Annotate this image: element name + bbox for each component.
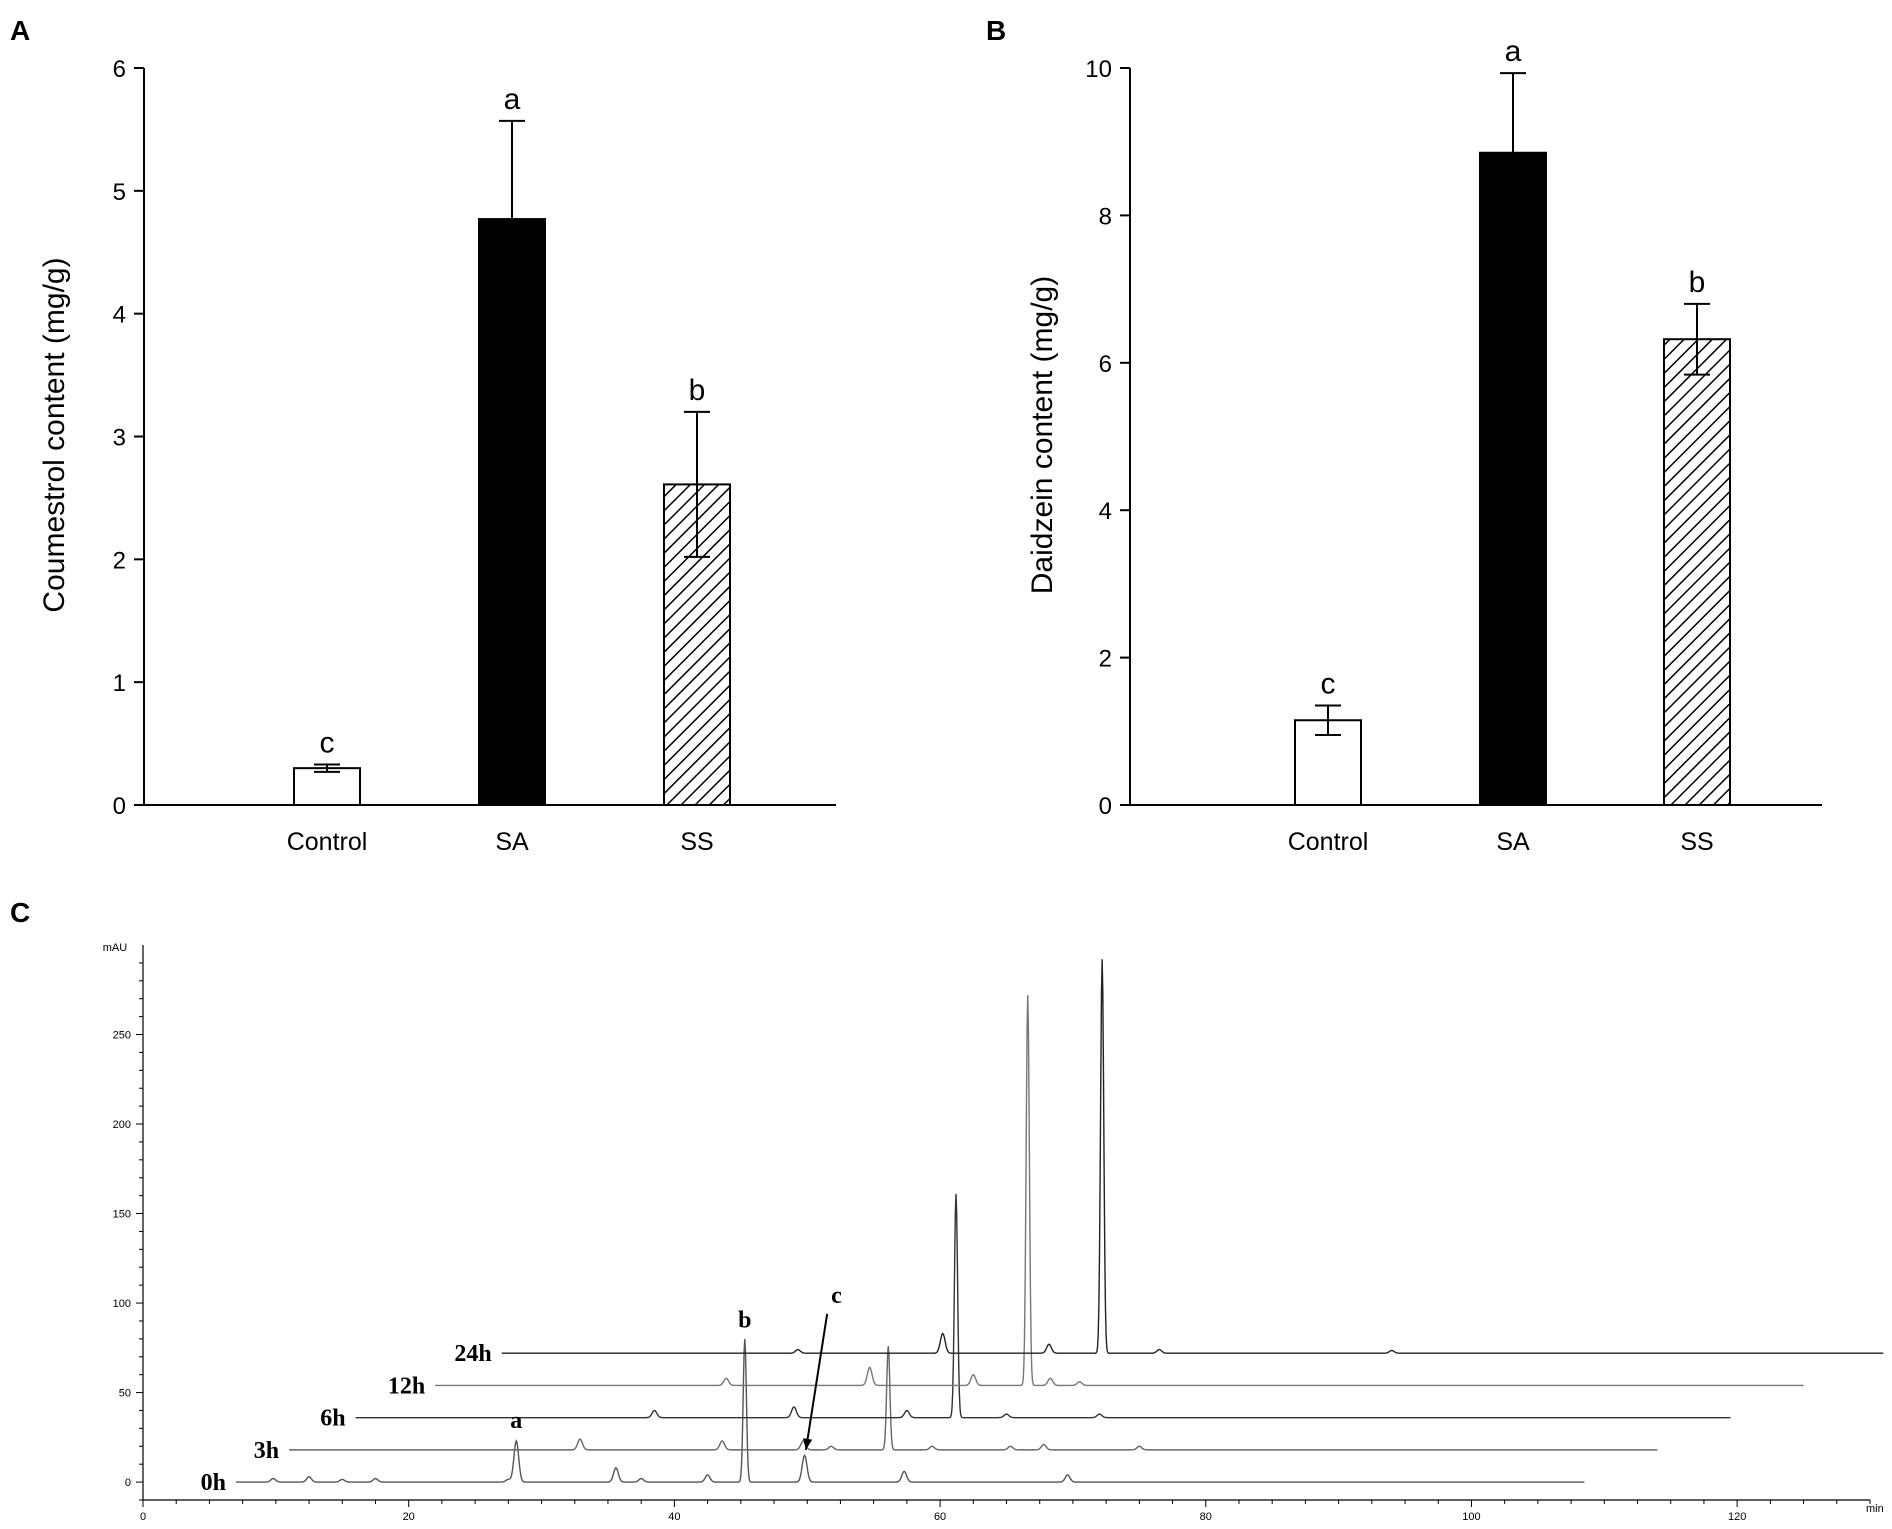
error-bar: [499, 119, 525, 319]
panel-b: B Daidzein content (mg/g) 0 2 4 6 8 10 c a b Co…: [986, 15, 1822, 856]
trace-label: 24h: [454, 1341, 491, 1367]
significance-letter: b: [689, 374, 706, 407]
x-tick-label: 120: [1728, 1511, 1746, 1523]
y-tick-label: 100: [113, 1298, 131, 1310]
significance-letter: c: [320, 726, 335, 759]
y-tick-label: 2: [1099, 646, 1112, 673]
error-bar: [314, 763, 340, 773]
peak-c-arrow: [804, 1313, 829, 1451]
y-tick-label: 250: [113, 1030, 131, 1042]
peak-label-c: c: [831, 1283, 842, 1309]
bar-sa: [1479, 151, 1547, 806]
bars-a: c a b: [293, 83, 731, 807]
y-tick-label: 1: [113, 670, 126, 697]
y-tick-label: 3: [113, 425, 126, 452]
x-tick-label: SA: [1496, 828, 1530, 856]
error-bar: [1684, 302, 1710, 376]
bar-ss: [1663, 338, 1731, 806]
significance-letter: c: [1321, 668, 1336, 701]
y-tick-label: 6: [1099, 351, 1112, 378]
peak-label-a: a: [510, 1408, 522, 1434]
y-axis-label-b: Daidzein content (mg/g): [1026, 276, 1059, 595]
y-tick-label: 0: [125, 1477, 131, 1489]
peak-label-b: b: [738, 1307, 751, 1333]
panel-label-b: B: [986, 15, 1006, 46]
x-tick-label: 40: [668, 1511, 680, 1523]
y-tick-label: 0: [113, 793, 126, 820]
bars-b: c a b: [1294, 35, 1731, 806]
y-tick-label: 2: [113, 547, 126, 574]
y-tick-label: 150: [113, 1209, 131, 1221]
y-axis-label-a: Coumestrol content (mg/g): [38, 257, 71, 612]
x-axis-a: Control SA SS: [144, 804, 836, 856]
axes-c: 0 20 40 60 80 100 120 0 50 100 150 200 250: [113, 945, 1871, 1523]
x-axis-b: Control SA SS: [1130, 804, 1822, 856]
significance-letter: b: [1689, 266, 1706, 299]
traces-c: [235, 959, 1884, 1483]
x-tick-label: Control: [287, 828, 368, 856]
y-axis-b: 0 2 4 6 8 10: [1085, 56, 1131, 820]
x-tick-label: 80: [1200, 1511, 1212, 1523]
trace-0h: [235, 1338, 1585, 1483]
trace-label: 3h: [254, 1438, 279, 1464]
x-tick-label: 60: [934, 1511, 946, 1523]
panel-label-a: A: [10, 15, 30, 46]
x-tick-label: 20: [403, 1511, 415, 1523]
error-bar: [1315, 704, 1341, 736]
trace-12h: [435, 995, 1804, 1387]
x-tick-label: Control: [1288, 828, 1369, 856]
y-tick-label: 50: [119, 1388, 131, 1400]
x-tick-label: SS: [1680, 828, 1713, 856]
y-tick-label: 5: [113, 179, 126, 206]
trace-24h: [501, 959, 1884, 1354]
x-axis-label-c: min: [1866, 1503, 1884, 1515]
significance-letter: a: [504, 83, 521, 116]
y-tick-label: 8: [1099, 203, 1112, 230]
y-axis-label-c: mAU: [103, 942, 128, 954]
trace-label: 6h: [320, 1406, 345, 1432]
y-axis-a: 0 1 2 3 4 5 6: [113, 56, 145, 820]
trace-6h: [355, 1193, 1731, 1419]
x-tick-label: SS: [680, 828, 713, 856]
y-tick-label: 6: [113, 56, 126, 83]
y-tick-label: 4: [1099, 498, 1112, 525]
significance-letter: a: [1505, 35, 1522, 68]
panel-c: C mAU min 0 20 40 60 80 100 120 0 50 100 150 200 250…: [10, 897, 1884, 1523]
error-bar: [1500, 72, 1526, 234]
bar-control: [293, 767, 361, 807]
arrow-head: [802, 1438, 813, 1450]
trace-labels-c: 0h 3h 6h 12h 24h: [201, 1341, 492, 1496]
y-tick-label: 4: [113, 302, 126, 329]
y-tick-label: 200: [113, 1119, 131, 1131]
trace-label: 0h: [201, 1470, 226, 1496]
x-tick-label: 100: [1462, 1511, 1480, 1523]
x-tick-label: SA: [495, 828, 529, 856]
error-bar: [684, 410, 710, 558]
trace-3h: [289, 1345, 1658, 1451]
peak-labels-c: a b c: [510, 1283, 842, 1451]
panel-label-c: C: [10, 897, 30, 928]
y-tick-label: 10: [1085, 56, 1112, 83]
x-tick-label: 0: [140, 1511, 146, 1523]
y-tick-label: 0: [1099, 793, 1112, 820]
trace-label: 12h: [388, 1373, 425, 1399]
